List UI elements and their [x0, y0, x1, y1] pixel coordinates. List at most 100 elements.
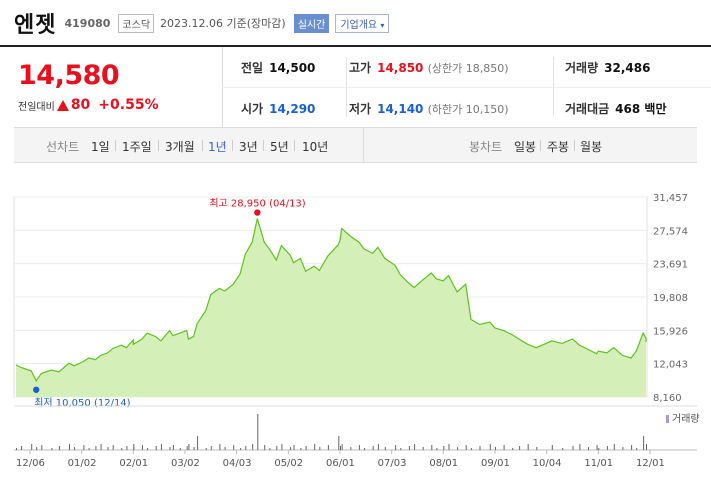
x-tick-label: 11/01 [584, 458, 613, 469]
period-3m[interactable]: 3개월 [165, 140, 195, 154]
quote-table: 전일 14,500 고가 14,850 (상한가 18,850) 거래량 32,486… [222, 47, 711, 127]
volume-bar [512, 448, 514, 450]
x-tick-label: 10/04 [533, 458, 562, 469]
period-divider [574, 140, 575, 151]
volume-bar [636, 448, 638, 450]
volume-bars [14, 405, 697, 451]
volume-bar [364, 448, 366, 450]
volume-bar [598, 448, 600, 450]
volume-bar [188, 444, 190, 450]
volume-bar [384, 447, 386, 450]
period-3y[interactable]: 3년 [239, 140, 258, 154]
x-tick-label: 12/01 [636, 458, 665, 469]
volume-bar [179, 448, 181, 450]
stock-header: 엔젯 419080 코스닥 2023.12.06 기준(장마감) 실시간 기업개… [14, 8, 390, 38]
period-10y[interactable]: 10년 [302, 140, 329, 154]
volume-bar [21, 446, 23, 450]
volume-bar [210, 446, 212, 450]
volume-bar [112, 445, 114, 450]
volume-bar [193, 447, 195, 450]
volume-bar [358, 445, 360, 450]
quote-row-divider [222, 87, 711, 88]
volume-bar [155, 446, 157, 450]
volume-bar [340, 446, 341, 450]
price-chart[interactable]: 31,457 27,574 23,691 19,808 15,926 12,043 8,16… [0, 180, 711, 491]
volume-bar [457, 447, 459, 450]
volume-bar [479, 446, 481, 450]
period-5y[interactable]: 5년 [270, 140, 289, 154]
candle-monthly[interactable]: 월봉 [580, 140, 603, 154]
y-tick-label: 15,926 [653, 326, 688, 337]
volume-bar [372, 446, 374, 450]
up-triangle-icon [56, 99, 69, 111]
x-tick-label: 03/02 [171, 458, 200, 469]
trade-amount: 거래대금 468 백만 [565, 102, 667, 116]
volume-bar [470, 448, 472, 450]
candle-weekly[interactable]: 주봉 [547, 140, 570, 154]
period-divider [158, 140, 159, 151]
y-tick-label: 8,160 [653, 393, 682, 404]
period-1y[interactable]: 1년 [208, 140, 227, 154]
volume-bar [588, 447, 589, 450]
volume-bar [197, 436, 199, 450]
volume-bar [245, 446, 247, 450]
volume-bar [58, 446, 60, 450]
volume-bar [16, 448, 17, 450]
volume-bar [414, 444, 416, 450]
volume-bar [606, 446, 608, 450]
volume-bar [319, 447, 321, 450]
x-tick-label: 09/01 [481, 458, 510, 469]
volume-bar [107, 447, 109, 450]
y-tick-label: 19,808 [653, 293, 688, 304]
x-tick-label: 07/03 [378, 458, 407, 469]
company-info-dropdown[interactable]: 기업개요 ▾ [335, 13, 390, 33]
change-value: 80 [70, 97, 91, 113]
volume-bar [422, 447, 424, 450]
quote-date: 2023.12.06 기준(장마감) [160, 17, 286, 30]
volume-bar [74, 447, 76, 450]
volume-bar [338, 436, 340, 450]
volume-bar [527, 444, 529, 450]
volume: 거래량 32,486 [565, 61, 651, 75]
volume-bar [147, 448, 149, 450]
period-1d[interactable]: 1일 [91, 140, 110, 154]
open-price: 시가 14,290 [241, 102, 316, 116]
volume-bar [489, 444, 491, 450]
volume-bar [133, 447, 135, 450]
volume-bar [646, 448, 647, 450]
volume-bar [643, 436, 645, 450]
x-tick-label: 01/02 [68, 458, 97, 469]
volume-bar [269, 448, 271, 450]
volume-bar [350, 447, 352, 450]
x-tick-label: 02/01 [119, 458, 148, 469]
volume-bar [314, 444, 316, 450]
change-percent: +0.55% [98, 97, 159, 113]
volume-bar [276, 446, 278, 450]
volume-bar [41, 445, 43, 450]
price-change: 전일대비 80 +0.55% [18, 97, 159, 113]
volume-bar [562, 448, 564, 450]
volume-bar [126, 446, 128, 450]
volume-bar [88, 448, 90, 450]
volume-bar [395, 445, 397, 450]
x-tick-label: 04/03 [223, 458, 252, 469]
prev-close: 전일 14,500 [241, 61, 316, 75]
volume-bar [257, 414, 259, 450]
volume-bar [341, 444, 343, 450]
volume-bar [443, 446, 445, 450]
volume-bar [36, 447, 38, 450]
realtime-button[interactable]: 실시간 [293, 13, 330, 33]
period-divider [115, 140, 116, 151]
volume-bar [431, 445, 433, 450]
volume-bar [160, 444, 162, 450]
period-1w[interactable]: 1주일 [122, 140, 152, 154]
stock-name: 엔젯 [14, 13, 57, 38]
x-tick-label: 08/01 [429, 458, 458, 469]
volume-bar [169, 447, 171, 450]
volume-bar [536, 447, 538, 450]
volume-bar [240, 448, 242, 450]
y-tick-label: 31,457 [653, 193, 688, 204]
x-tick-label: 12/06 [16, 458, 45, 469]
volume-bar [408, 446, 410, 450]
candle-daily[interactable]: 일봉 [514, 140, 537, 154]
